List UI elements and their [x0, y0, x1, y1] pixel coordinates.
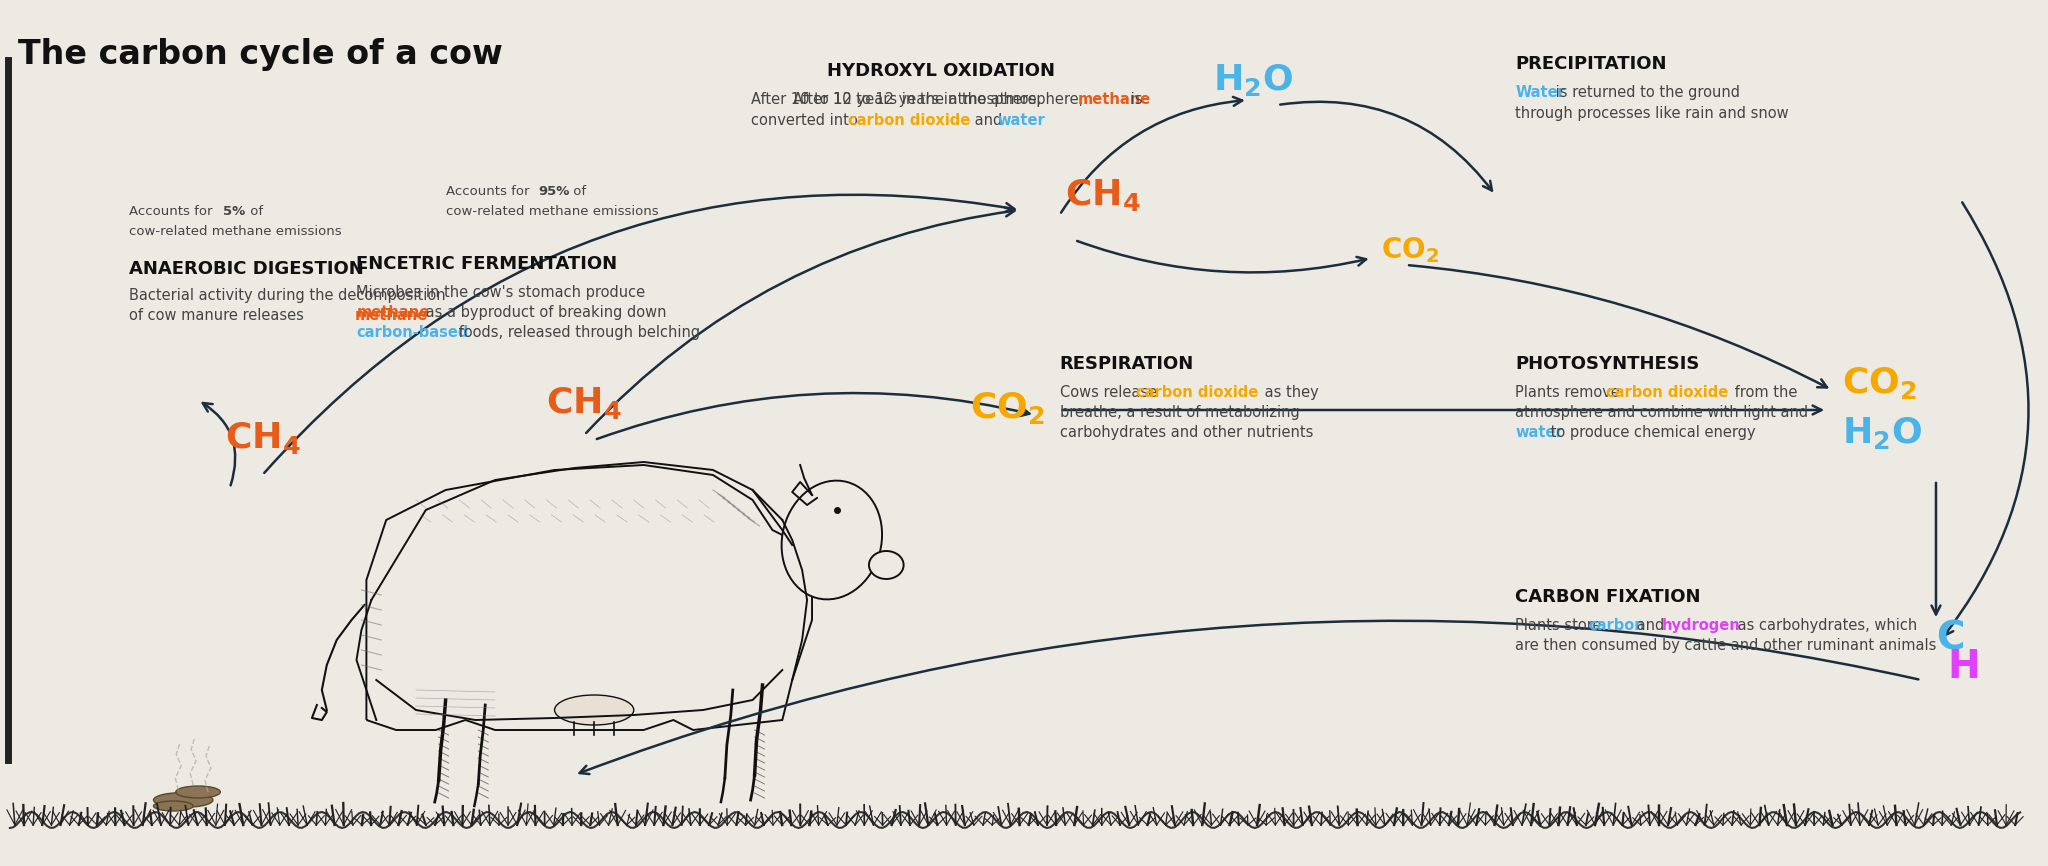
Text: PHOTOSYNTHESIS: PHOTOSYNTHESIS	[1516, 355, 1700, 373]
Text: water: water	[997, 113, 1044, 128]
Text: H: H	[1948, 648, 1980, 686]
Text: methane: methane	[356, 305, 430, 320]
Ellipse shape	[154, 801, 193, 811]
Text: After 10 to 12 years in the atmosphere,: After 10 to 12 years in the atmosphere,	[793, 92, 1087, 107]
Text: of: of	[569, 185, 586, 198]
Text: 95%: 95%	[539, 185, 569, 198]
Text: and: and	[971, 113, 1008, 128]
Text: C: C	[1935, 620, 1964, 658]
Text: methane: methane	[354, 308, 428, 323]
Text: and: and	[1632, 618, 1669, 633]
Ellipse shape	[555, 695, 633, 725]
Text: Accounts for: Accounts for	[129, 205, 217, 218]
Text: carbohydrates and other nutrients: carbohydrates and other nutrients	[1059, 425, 1313, 440]
Text: carbon: carbon	[1589, 618, 1645, 633]
Text: atmosphere and combine with light and: atmosphere and combine with light and	[1516, 405, 1808, 420]
Text: After 10 to 12 years in the atmosphere,: After 10 to 12 years in the atmosphere,	[752, 92, 1044, 107]
Text: $\mathbf{CO_2}$: $\mathbf{CO_2}$	[1382, 235, 1440, 265]
Text: ANAEROBIC DIGESTION: ANAEROBIC DIGESTION	[129, 260, 362, 278]
Text: RESPIRATION: RESPIRATION	[1059, 355, 1194, 373]
Text: cow-related methane emissions: cow-related methane emissions	[129, 225, 342, 238]
Text: $\mathbf{CO_2}$: $\mathbf{CO_2}$	[1841, 365, 1917, 401]
Text: Bacterial activity during the decomposition: Bacterial activity during the decomposit…	[129, 288, 444, 303]
Text: $\mathbf{CH_4}$: $\mathbf{CH_4}$	[547, 385, 623, 421]
Text: Water: Water	[1516, 85, 1565, 100]
Text: is returned to the ground: is returned to the ground	[1550, 85, 1739, 100]
Text: $\mathbf{H_2O}$: $\mathbf{H_2O}$	[1841, 415, 1921, 451]
Text: CARBON FIXATION: CARBON FIXATION	[1516, 588, 1700, 606]
Text: Cows release: Cows release	[1059, 385, 1161, 400]
Text: are then consumed by cattle and other ruminant animals: are then consumed by cattle and other ru…	[1516, 638, 1937, 653]
Text: from the: from the	[1731, 385, 1798, 400]
Text: converted into: converted into	[752, 113, 862, 128]
Text: to produce chemical energy: to produce chemical energy	[1546, 425, 1755, 440]
Text: through processes like rain and snow: through processes like rain and snow	[1516, 106, 1788, 121]
Text: HYDROXYL OXIDATION: HYDROXYL OXIDATION	[827, 62, 1055, 80]
Text: carbon-based: carbon-based	[356, 325, 469, 340]
Text: PRECIPITATION: PRECIPITATION	[1516, 55, 1667, 73]
Text: $\mathbf{H_2O}$: $\mathbf{H_2O}$	[1212, 62, 1292, 98]
Text: Microbes in the cow's stomach produce: Microbes in the cow's stomach produce	[356, 285, 645, 300]
Text: foods, released through belching: foods, released through belching	[453, 325, 700, 340]
Text: is: is	[1126, 92, 1143, 107]
Text: as carbohydrates, which: as carbohydrates, which	[1733, 618, 1917, 633]
Text: $\mathbf{CO_2}$: $\mathbf{CO_2}$	[971, 390, 1044, 426]
Ellipse shape	[154, 792, 213, 807]
Text: hydrogen: hydrogen	[1661, 618, 1741, 633]
Text: $\mathbf{CH_4}$: $\mathbf{CH_4}$	[225, 420, 301, 456]
Text: cow-related methane emissions: cow-related methane emissions	[446, 205, 657, 218]
Text: breathe, a result of metabolizing: breathe, a result of metabolizing	[1059, 405, 1298, 420]
Text: Plants remove: Plants remove	[1516, 385, 1624, 400]
Text: The carbon cycle of a cow: The carbon cycle of a cow	[18, 38, 502, 71]
Text: Accounts for: Accounts for	[446, 185, 532, 198]
Text: carbon dioxide: carbon dioxide	[1137, 385, 1257, 400]
Text: ENCETRIC FERMENTATION: ENCETRIC FERMENTATION	[356, 255, 618, 273]
Text: water: water	[1516, 425, 1563, 440]
Text: as a byproduct of breaking down: as a byproduct of breaking down	[422, 305, 666, 320]
Text: 5%: 5%	[223, 205, 246, 218]
Ellipse shape	[782, 481, 883, 599]
Text: as they: as they	[1260, 385, 1319, 400]
Text: carbon dioxide: carbon dioxide	[1606, 385, 1729, 400]
Text: of: of	[246, 205, 262, 218]
Text: carbon dioxide: carbon dioxide	[848, 113, 971, 128]
Text: methane: methane	[1077, 92, 1151, 107]
Ellipse shape	[176, 786, 221, 798]
Text: $\mathbf{CH_4}$: $\mathbf{CH_4}$	[1065, 177, 1141, 213]
Text: Plants store: Plants store	[1516, 618, 1606, 633]
Text: of cow manure releases: of cow manure releases	[129, 308, 309, 323]
Ellipse shape	[868, 551, 903, 579]
